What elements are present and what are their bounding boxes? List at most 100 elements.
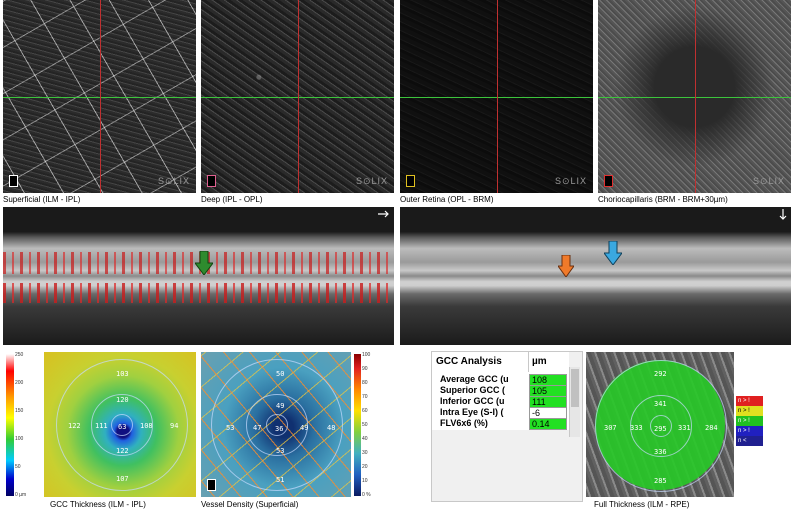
table-row[interactable]: Inferior GCC (u 111 xyxy=(432,396,569,408)
scale-tick: 0 µm xyxy=(15,492,27,498)
ft-value-center: 295 xyxy=(654,425,667,433)
row-label: Average GCC (u xyxy=(440,374,509,384)
legend-item-navy: n < xyxy=(736,436,763,446)
scale-tick: 100 xyxy=(15,436,24,442)
vd-value-right-inner: 49 xyxy=(300,424,309,432)
gcc-table-header-label: GCC Analysis xyxy=(436,356,502,367)
gcc-value-top-inner: 120 xyxy=(116,396,129,404)
scale-tick: 70 xyxy=(362,394,368,400)
scale-tick: 90 xyxy=(362,366,368,372)
table-row[interactable]: Intra Eye (S-I) ( -6 xyxy=(432,407,569,419)
etdrs-ring-outer xyxy=(56,359,188,491)
row-label: FLV6x6 (%) xyxy=(440,418,488,428)
ft-value-left-inner: 333 xyxy=(630,424,643,432)
row-label: Intra Eye (S-I) ( xyxy=(440,407,504,417)
legend-item-green: n > ! xyxy=(736,416,763,426)
enface-outer-retina[interactable]: S⊙LIX xyxy=(400,0,593,193)
scale-tick: 40 xyxy=(362,436,368,442)
enface-outer-retina-caption: Outer Retina (OPL - BRM) xyxy=(400,195,494,204)
scale-tick: 50 xyxy=(362,422,368,428)
vd-value-bottom-inner: 53 xyxy=(276,447,285,455)
enface-superficial-caption: Superficial (ILM - IPL) xyxy=(3,195,81,204)
scale-tick: 50 xyxy=(15,464,21,470)
scale-tick: 80 xyxy=(362,380,368,386)
layer-swatch xyxy=(406,175,415,187)
vd-value-top-inner: 49 xyxy=(276,402,285,410)
brand-logo: S⊙LIX xyxy=(157,176,190,186)
ft-value-top-inner: 341 xyxy=(654,400,667,408)
gcc-thickness-map[interactable]: 103 120 122 111 63 108 94 122 107 xyxy=(44,352,196,497)
vd-color-scale xyxy=(354,354,361,496)
crosshair-vertical xyxy=(497,0,498,193)
gcc-scale-ticks: 250 200 150 100 50 0 µm xyxy=(15,352,39,500)
gcc-value-left-inner: 111 xyxy=(95,422,108,430)
row-value: 0.14 xyxy=(529,418,567,430)
gcc-value-bottom-inner: 122 xyxy=(116,447,129,455)
scale-tick: 10 xyxy=(362,478,368,484)
gcc-table-header-unit: µm xyxy=(532,356,547,367)
row-label: Inferior GCC (u xyxy=(440,396,505,406)
layer-swatch xyxy=(604,175,613,187)
column-divider xyxy=(528,352,529,372)
crosshair-vertical xyxy=(298,0,299,193)
scale-tick: 60 xyxy=(362,408,368,414)
layer-swatch xyxy=(207,175,216,187)
bscan-angio-overlay[interactable] xyxy=(3,207,394,345)
crosshair-vertical xyxy=(100,0,101,193)
gcc-value-left: 122 xyxy=(68,422,81,430)
ft-value-top: 292 xyxy=(654,370,667,378)
etdrs-ring-outer xyxy=(211,359,343,491)
scale-tick: 250 xyxy=(15,352,24,358)
crosshair-horizontal xyxy=(201,97,394,98)
scrollbar-thumb[interactable] xyxy=(571,369,579,407)
legend-item-blue: n > ! xyxy=(736,426,763,436)
vessel-density-map[interactable]: 50 49 53 47 36 49 48 53 51 xyxy=(201,352,351,497)
ft-value-bottom: 285 xyxy=(654,477,667,485)
vd-value-right: 48 xyxy=(327,424,336,432)
full-thickness-caption: Full Thickness (ILM - RPE) xyxy=(594,500,690,509)
gcc-value-center: 63 xyxy=(118,423,127,431)
legend-item-yellow: n > ! xyxy=(736,406,763,416)
gcc-map-caption: GCC Thickness (ILM - IPL) xyxy=(50,500,146,509)
enface-choriocapillaris[interactable]: S⊙LIX xyxy=(598,0,791,193)
table-row[interactable]: Superior GCC ( 105 xyxy=(432,385,569,397)
scale-tick: 0 % xyxy=(362,492,371,498)
vd-value-left-inner: 47 xyxy=(253,424,262,432)
ft-value-right-inner: 331 xyxy=(678,424,691,432)
scale-tick: 200 xyxy=(15,380,24,386)
enface-deep[interactable]: S⊙LIX xyxy=(201,0,394,193)
ft-value-right: 284 xyxy=(705,424,718,432)
vessel-map-caption: Vessel Density (Superficial) xyxy=(201,500,299,509)
orange-arrow-icon xyxy=(558,255,574,277)
scale-tick: 150 xyxy=(15,408,24,414)
vd-value-center: 36 xyxy=(275,425,284,433)
brand-logo: S⊙LIX xyxy=(554,176,587,186)
legend-item-red: n > ! xyxy=(736,396,763,406)
layer-swatch xyxy=(207,479,216,491)
bscan-structural[interactable] xyxy=(400,207,791,345)
scale-tick: 100 xyxy=(362,352,371,358)
vd-scale-ticks: 100 90 80 70 60 50 40 30 20 10 0 % xyxy=(362,352,390,500)
flow-overlay-choroid xyxy=(3,283,394,303)
normative-legend: n > ! n > ! n > ! n > ! n < xyxy=(736,396,763,446)
full-thickness-map[interactable]: 292 341 307 333 295 331 284 336 285 xyxy=(586,352,734,497)
blue-arrow-icon xyxy=(604,241,622,265)
gcc-analysis-panel: GCC Analysis µm Average GCC (u 108 Super… xyxy=(431,351,583,502)
gcc-table-scrollbar[interactable] xyxy=(569,367,580,437)
crosshair-horizontal xyxy=(400,97,593,98)
row-label: Superior GCC ( xyxy=(440,385,506,395)
crosshair-horizontal xyxy=(3,97,196,98)
gcc-value-right-inner: 108 xyxy=(140,422,153,430)
table-row[interactable]: FLV6x6 (%) 0.14 xyxy=(432,418,569,430)
crosshair-vertical xyxy=(695,0,696,193)
enface-choriocapillaris-caption: Choriocapillaris (BRM - BRM+30µm) xyxy=(598,195,728,204)
enface-superficial[interactable]: S⊙LIX xyxy=(3,0,196,193)
ft-value-left: 307 xyxy=(604,424,617,432)
ft-value-bottom-inner: 336 xyxy=(654,448,667,456)
brand-logo: S⊙LIX xyxy=(752,176,785,186)
vd-value-top: 50 xyxy=(276,370,285,378)
green-arrow-icon xyxy=(195,251,213,275)
scale-tick: 20 xyxy=(362,464,368,470)
table-row[interactable]: Average GCC (u 108 xyxy=(432,374,569,386)
vd-value-left: 53 xyxy=(226,424,235,432)
